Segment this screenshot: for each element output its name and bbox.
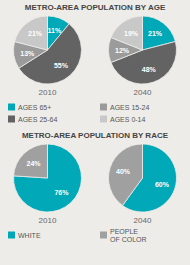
legend: WHITE PEOPLEOF COLOR: [8, 228, 147, 243]
legend-swatch: [8, 116, 15, 123]
pie: [14, 16, 82, 84]
legend-swatch: [100, 232, 107, 239]
slice: [19, 24, 82, 84]
legend-label: AGES 25-64: [18, 116, 57, 123]
chart-block: METRO-AREA POPULATION BY AGE 11% 55% 13% 21%…: [8, 3, 177, 123]
legend: AGES 65+ AGES 25-64 AGES 15-24 AGES 0-14: [8, 104, 149, 123]
legend-swatch: [8, 104, 15, 111]
series-name: 2010: [39, 216, 57, 225]
data-label: 55%: [54, 62, 69, 69]
slice: [15, 16, 48, 50]
slice: [109, 144, 143, 206]
legend-swatch: [100, 116, 107, 123]
data-label: 13%: [20, 50, 35, 57]
pie: [109, 144, 177, 212]
legend-label: AGES 0-14: [110, 116, 146, 123]
data-label: 48%: [142, 66, 157, 73]
legend-label: AGES 15-24: [110, 104, 149, 111]
slice: [111, 42, 177, 84]
data-label: 60%: [155, 181, 170, 188]
data-label: 21%: [148, 30, 163, 37]
slice: [111, 16, 143, 50]
series-name: 2040: [134, 216, 152, 225]
data-label: 11%: [48, 27, 62, 34]
chart: METRO-AREA POPULATION BY AGE 11% 55% 13% 21%…: [0, 0, 190, 265]
pie: [14, 144, 82, 212]
legend-label: AGES 65+: [18, 104, 51, 111]
data-label: 40%: [116, 168, 131, 175]
data-label: 12%: [115, 47, 130, 54]
data-label: 24%: [27, 160, 42, 167]
slice: [14, 144, 48, 178]
pie: [109, 16, 177, 84]
data-label: 21%: [28, 30, 43, 37]
legend-label: PEOPLEOF COLOR: [110, 228, 147, 243]
series-name: 2040: [134, 88, 152, 97]
series-name: 2010: [39, 88, 57, 97]
slice: [14, 144, 82, 212]
title: METRO-AREA POPULATION BY AGE: [25, 3, 166, 12]
chart-block: METRO-AREA POPULATION BY RACE 76% 24% 2010 6…: [8, 131, 177, 243]
data-label: 76%: [54, 189, 69, 196]
legend-swatch: [8, 232, 15, 239]
legend-swatch: [100, 104, 107, 111]
legend-label: WHITE: [18, 232, 41, 239]
data-label: 19%: [124, 30, 139, 37]
title: METRO-AREA POPULATION BY RACE: [22, 131, 169, 140]
